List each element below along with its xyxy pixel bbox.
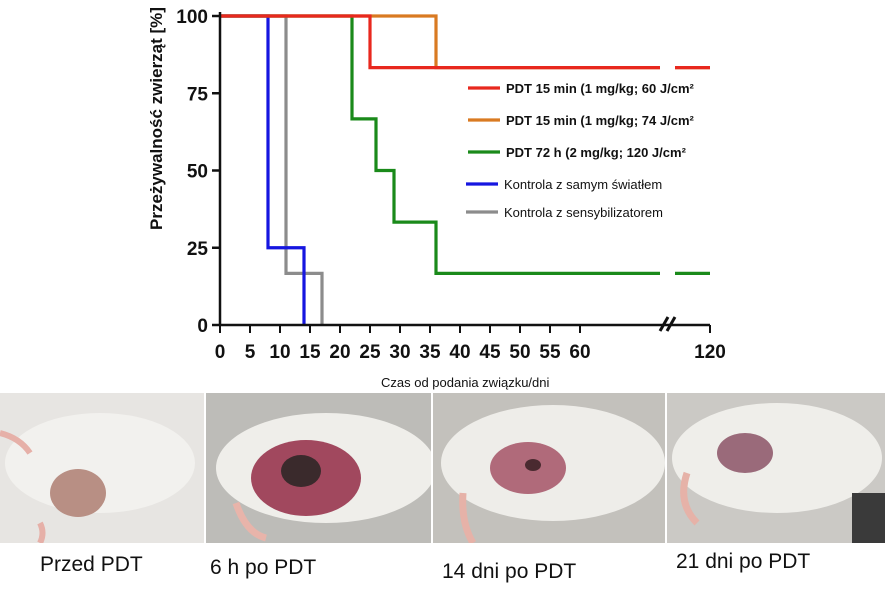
y-tick-label: 75 <box>187 84 209 105</box>
photo-14d-after <box>433 393 665 543</box>
y-tick-label: 25 <box>187 239 209 260</box>
legend-label: PDT 15 min (1 mg/kg; 74 J/cm² <box>506 113 695 128</box>
y-tick-label: 100 <box>176 7 208 28</box>
x-tick-label: 55 <box>539 342 561 363</box>
series-line-2 <box>220 14 710 275</box>
x-tick-label: 0 <box>215 342 226 363</box>
caption-6h-after: 6 h po PDT <box>210 556 317 579</box>
mouse-photo-image <box>667 393 885 543</box>
caption-21d-after: 21 dni po PDT <box>676 550 811 573</box>
x-tick-label: 50 <box>509 342 530 363</box>
x-tick-label: 20 <box>329 342 350 363</box>
x-tick-label: 35 <box>419 342 441 363</box>
legend-label: Kontrola z samym światłem <box>504 177 662 192</box>
axis-break-mark <box>658 316 670 332</box>
x-tick-label: 60 <box>569 342 590 363</box>
y-ticks: 0 25 50 75 100 <box>176 7 220 337</box>
series-line-0 <box>220 14 710 70</box>
x-tick-label: 120 <box>694 342 726 363</box>
legend-label: PDT 15 min (1 mg/kg; 60 J/cm² <box>506 81 695 96</box>
x-tick-label: 5 <box>245 342 256 363</box>
legend: PDT 15 min (1 mg/kg; 60 J/cm² PDT 15 min … <box>466 81 695 220</box>
caption-14d-after: 14 dni po PDT <box>442 560 577 583</box>
x-tick-label: 10 <box>269 342 290 363</box>
photo-6h-after <box>206 393 431 543</box>
legend-label: PDT 72 h (2 mg/kg; 120 J/cm² <box>506 145 687 160</box>
axis-break-mark <box>665 316 677 332</box>
series-line-4 <box>220 14 324 325</box>
mouse-photo-image <box>0 393 204 543</box>
x-axis-label: Czas od podania związku/dni <box>381 375 549 390</box>
axes <box>218 12 710 332</box>
caption-before-pdt: Przed PDT <box>40 553 143 576</box>
mouse-photo-image <box>206 393 431 543</box>
series-lines <box>220 14 710 325</box>
y-axis-label: Przeżywalność zwierząt [%] <box>147 7 166 230</box>
mouse-photo-image <box>433 393 665 543</box>
x-tick-label: 45 <box>479 342 501 363</box>
series-line-3 <box>220 14 306 325</box>
photo-before-pdt <box>0 393 204 543</box>
x-tick-label: 30 <box>389 342 410 363</box>
series-line-1 <box>220 14 710 70</box>
x-tick-label: 25 <box>359 342 381 363</box>
x-ticks: 0 5 10 15 20 25 30 35 40 45 50 55 60 120 <box>215 325 726 363</box>
y-tick-label: 0 <box>197 316 208 337</box>
y-tick-label: 50 <box>187 162 208 183</box>
x-tick-label: 15 <box>299 342 321 363</box>
photo-21d-after <box>667 393 885 543</box>
x-tick-label: 40 <box>449 342 470 363</box>
legend-label: Kontrola z sensybilizatorem <box>504 205 663 220</box>
